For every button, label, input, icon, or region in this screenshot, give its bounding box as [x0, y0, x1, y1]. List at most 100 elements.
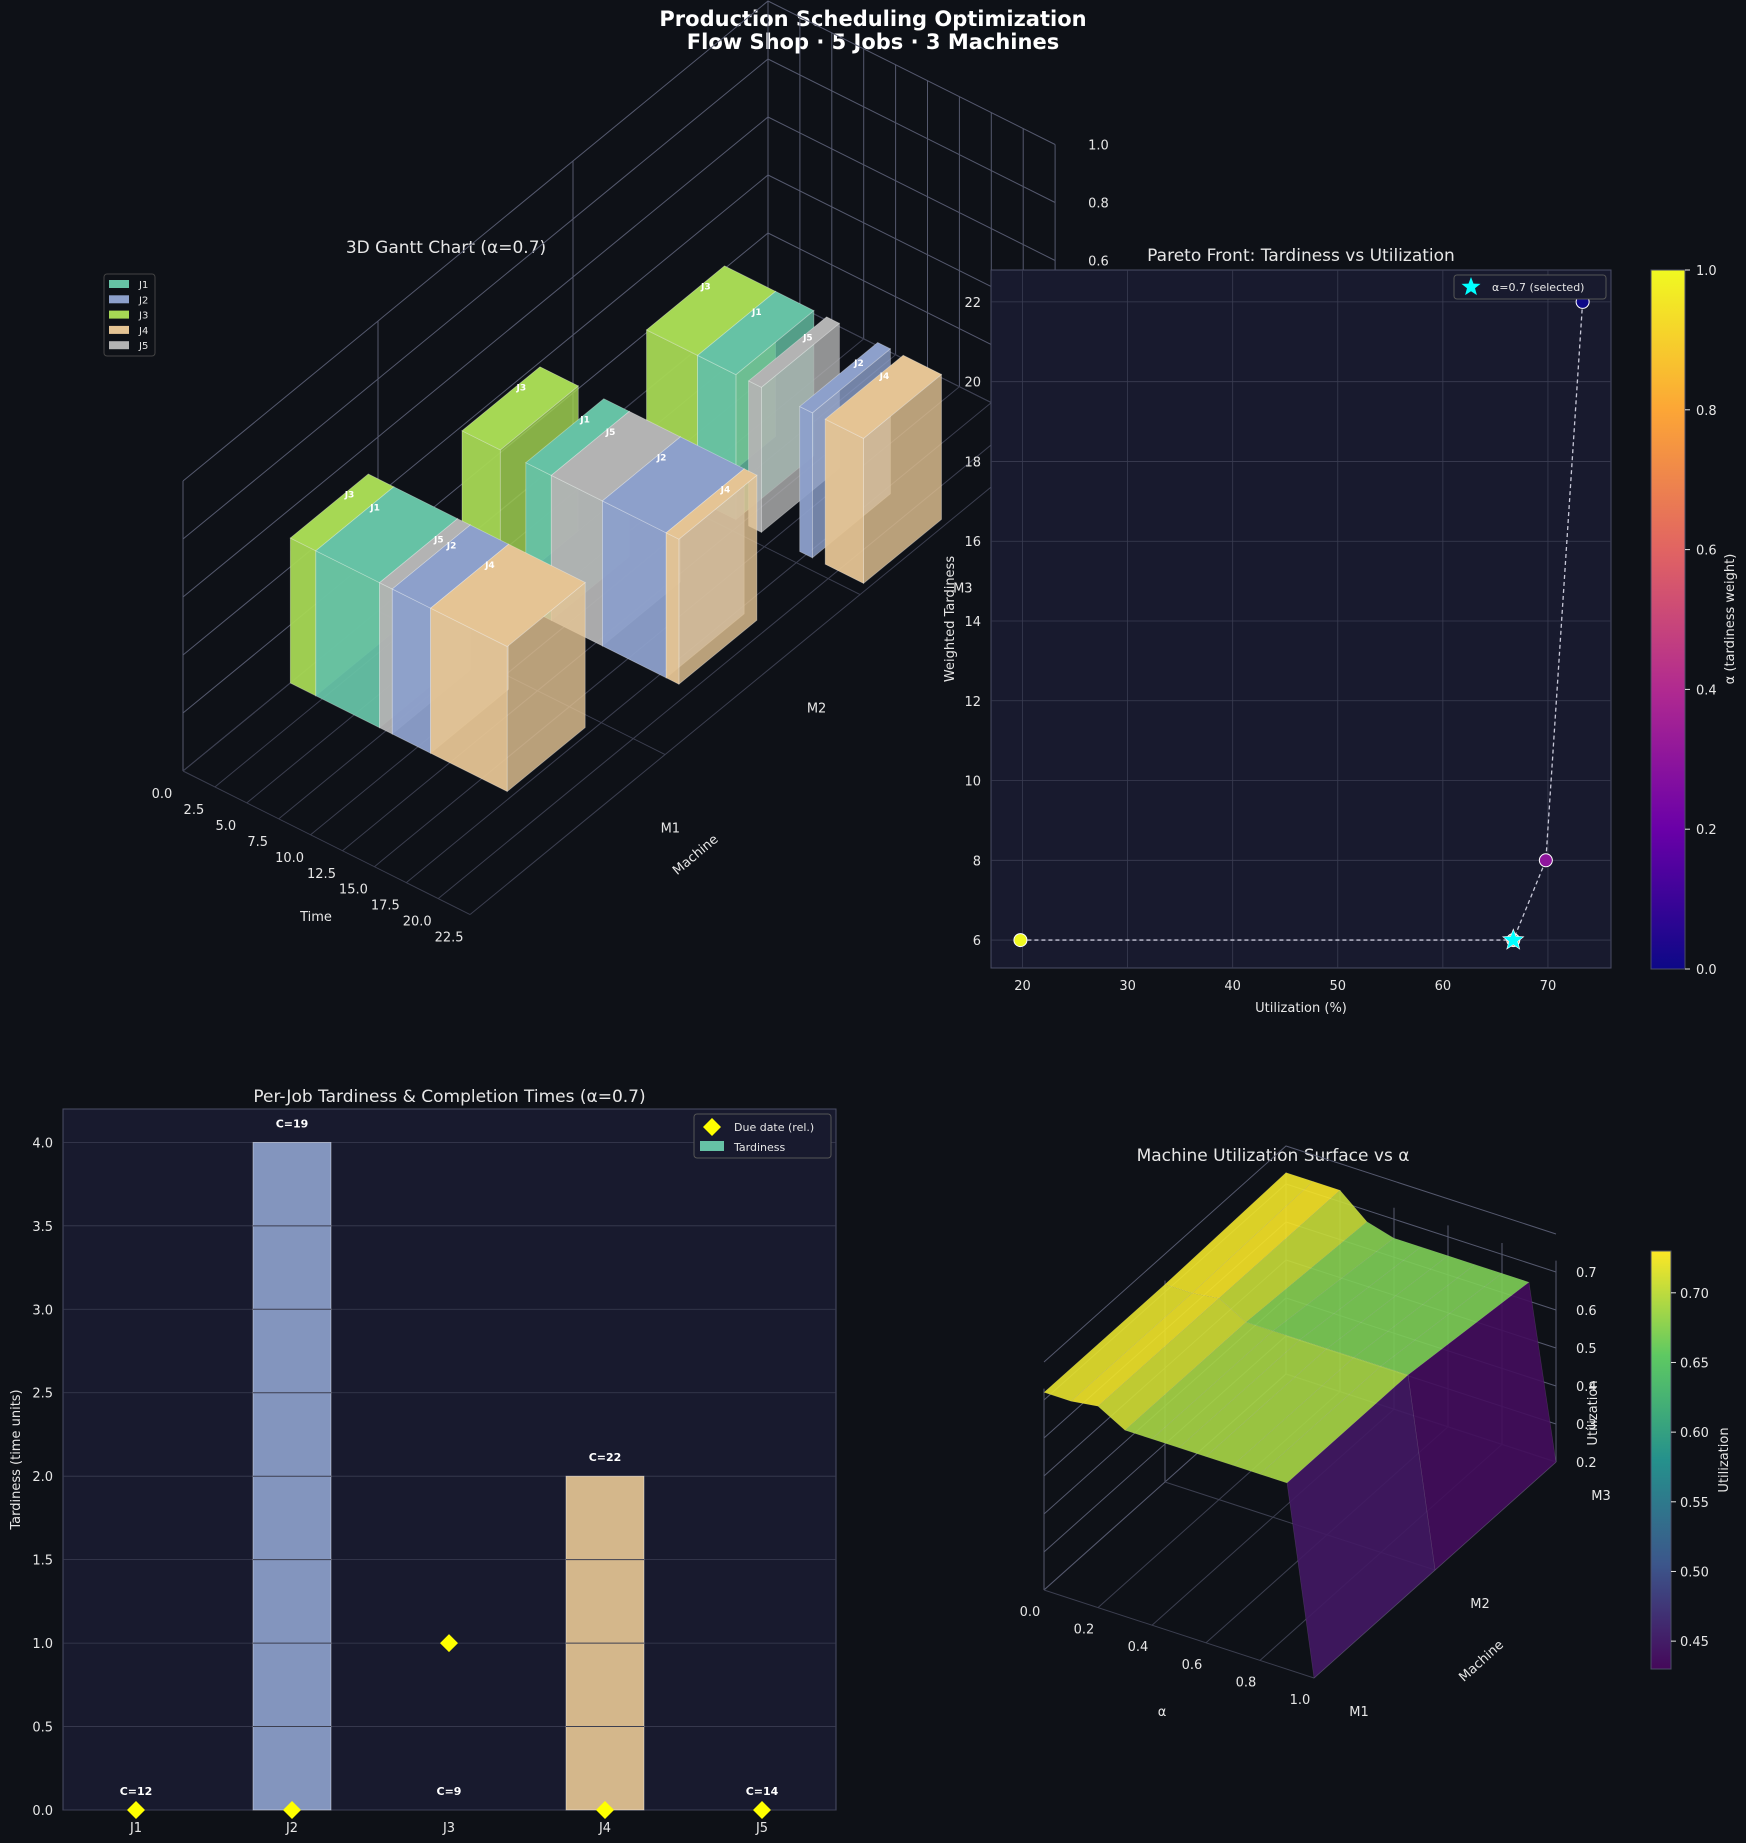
- surface-colorbar-tick: 0.70: [1680, 1287, 1709, 1302]
- utilization-surface-chart: Machine Utilization Surface vs α 0.0 0.2 0.…: [1020, 1145, 1732, 1720]
- pareto-legend-box: [1453, 274, 1607, 300]
- surface-z-tick: 0.6: [1576, 1304, 1597, 1319]
- gantt-bar-label: J5: [433, 535, 444, 545]
- gantt-bar-top: [747, 316, 841, 388]
- pareto-selected-star: [1501, 928, 1525, 950]
- gantt-bar-label: J2: [853, 359, 864, 369]
- gantt-bar-label: J4: [484, 561, 495, 571]
- surface-y-tick: M1: [1349, 1705, 1369, 1720]
- pareto-point: [1538, 853, 1553, 868]
- gantt-x-tick: 22.5: [435, 931, 464, 946]
- pareto-chart: 20 30 40 50 60 70 6 8 10 12 14 16 18 20 22 Pareto Front…: [943, 246, 1738, 1016]
- pareto-x-tick: 20: [1014, 979, 1031, 994]
- gantt-chart: 3D Gantt Chart (α=0.7)J3J1J5J2J4J3J1J5J2…: [103, 0, 1109, 946]
- gantt-bar-label: J1: [579, 415, 590, 425]
- gantt-bar-label: J2: [656, 454, 667, 464]
- bars-y-tick: 3.0: [32, 1303, 53, 1318]
- gantt-x-tick: 20.0: [403, 915, 432, 930]
- gantt-legend-swatch: [109, 341, 129, 350]
- gantt-legend-swatch: [109, 295, 129, 304]
- gantt-x-label: Time: [299, 910, 332, 925]
- pareto-colorbar-tick: 0.4: [1696, 683, 1717, 698]
- due-date-marker: [127, 1801, 145, 1819]
- pareto-x-tick: 70: [1540, 979, 1557, 994]
- bars-legend-box: [693, 1113, 832, 1159]
- bar-completion-label: C=12: [120, 1785, 153, 1798]
- gantt-z-tick: 0.6: [1088, 255, 1109, 270]
- gantt-bar-top: [429, 543, 586, 647]
- pareto-colorbar-tick: 0.6: [1696, 544, 1717, 559]
- gantt-bar-label: J1: [751, 308, 762, 318]
- pareto-y-tick: 6: [973, 934, 981, 949]
- bars-x-tick: J2: [285, 1821, 298, 1836]
- pareto-colorbar-tick: 0.2: [1696, 823, 1717, 838]
- pareto-y-tick: 22: [964, 296, 981, 311]
- pareto-point: [1013, 933, 1028, 948]
- surface-mesh: [1043, 1172, 1557, 1679]
- pareto-x-label: Utilization (%): [1255, 1001, 1347, 1016]
- surface-z-label: Utilization: [1586, 1380, 1601, 1445]
- surface-floor-y: [1043, 1589, 1315, 1679]
- bars-y-tick: 0.5: [32, 1721, 53, 1736]
- bars-legend-swatch: [700, 1141, 724, 1151]
- surface-patch: [1286, 1374, 1436, 1679]
- bars-legend-tardiness: Tardiness: [733, 1141, 785, 1154]
- surface-x-tick: 0.8: [1236, 1675, 1257, 1690]
- surface-y-tick: M2: [1470, 1597, 1490, 1612]
- surface-grid-z: [1043, 1145, 1557, 1363]
- pareto-y-label: Weighted Tardiness: [943, 556, 958, 682]
- gantt-bar-front: [379, 582, 393, 735]
- gantt-title: 3D Gantt Chart (α=0.7): [346, 238, 546, 258]
- gantt-y-tick: M2: [807, 702, 827, 717]
- pareto-y-tick: 10: [964, 775, 981, 790]
- gantt-z-tick: 1.0: [1088, 139, 1109, 154]
- gantt-x-tick: 2.5: [184, 803, 205, 818]
- pareto-x-tick: 50: [1330, 979, 1347, 994]
- bars-y-tick: 4.0: [32, 1136, 53, 1151]
- due-date-marker: [440, 1634, 458, 1653]
- bars-x-tick: J5: [755, 1821, 768, 1836]
- surface-x-label: α: [1158, 1705, 1167, 1720]
- gantt-legend-swatch: [109, 325, 129, 334]
- gantt-y-tick: M1: [661, 822, 681, 837]
- gantt-legend: J1 J2 J3 J4 J5: [103, 273, 156, 357]
- surface-x-tick: 0.2: [1074, 1623, 1095, 1638]
- bar-completion-label: C=22: [589, 1451, 622, 1464]
- surface-x-tick: 0.0: [1020, 1605, 1041, 1620]
- figure-title-line1: Production Scheduling Optimization: [659, 7, 1087, 31]
- gantt-legend-label: J1: [138, 280, 148, 291]
- gantt-bar-top: [824, 354, 943, 439]
- bars-y-tick: 3.5: [32, 1220, 53, 1235]
- bar-completion-label: C=9: [437, 1785, 462, 1798]
- gantt-bar-label: J5: [802, 334, 813, 344]
- pareto-colorbar-label: α (tardiness weight): [1723, 554, 1738, 685]
- bars-title: Per-Job Tardiness & Completion Times (α=…: [253, 1087, 645, 1107]
- surface-colorbar: [1650, 1250, 1672, 1670]
- pareto-x-tick: 30: [1119, 979, 1136, 994]
- surface-y-label: Machine: [1456, 1638, 1506, 1686]
- gantt-bar-top: [665, 468, 758, 540]
- surface-colorbar-tick: 0.45: [1680, 1635, 1709, 1650]
- gantt-x-tick: 5.0: [215, 819, 236, 834]
- gantt-bar-front: [665, 532, 680, 685]
- gantt-legend-swatch: [109, 310, 129, 319]
- gantt-x-tick: 10.0: [275, 851, 304, 866]
- bars-plot-area: [62, 1108, 837, 1811]
- gantt-z-tick: 0.8: [1088, 197, 1109, 212]
- gantt-bar-label: J3: [344, 491, 355, 501]
- surface-colorbar-tick: 0.65: [1680, 1356, 1709, 1371]
- gantt-x-tick: 15.0: [339, 883, 368, 898]
- bars-y-tick: 1.5: [32, 1554, 53, 1569]
- surface-z-tick: 0.2: [1576, 1456, 1597, 1471]
- due-date-marker: [283, 1801, 301, 1819]
- bars-x-tick: J1: [129, 1821, 142, 1836]
- bars-y-label: Tardiness (time units): [9, 1389, 24, 1530]
- pareto-y-tick: 12: [964, 695, 981, 710]
- bars-y-tick: 2.0: [32, 1470, 53, 1485]
- pareto-y-tick: 16: [964, 535, 981, 550]
- gantt-bar-front: [391, 588, 432, 754]
- pareto-legend-label: α=0.7 (selected): [1492, 281, 1584, 294]
- surface-colorbar-label: Utilization: [1717, 1427, 1732, 1492]
- gantt-bar-label: J1: [369, 503, 380, 513]
- pareto-title: Pareto Front: Tardiness vs Utilization: [1147, 246, 1455, 266]
